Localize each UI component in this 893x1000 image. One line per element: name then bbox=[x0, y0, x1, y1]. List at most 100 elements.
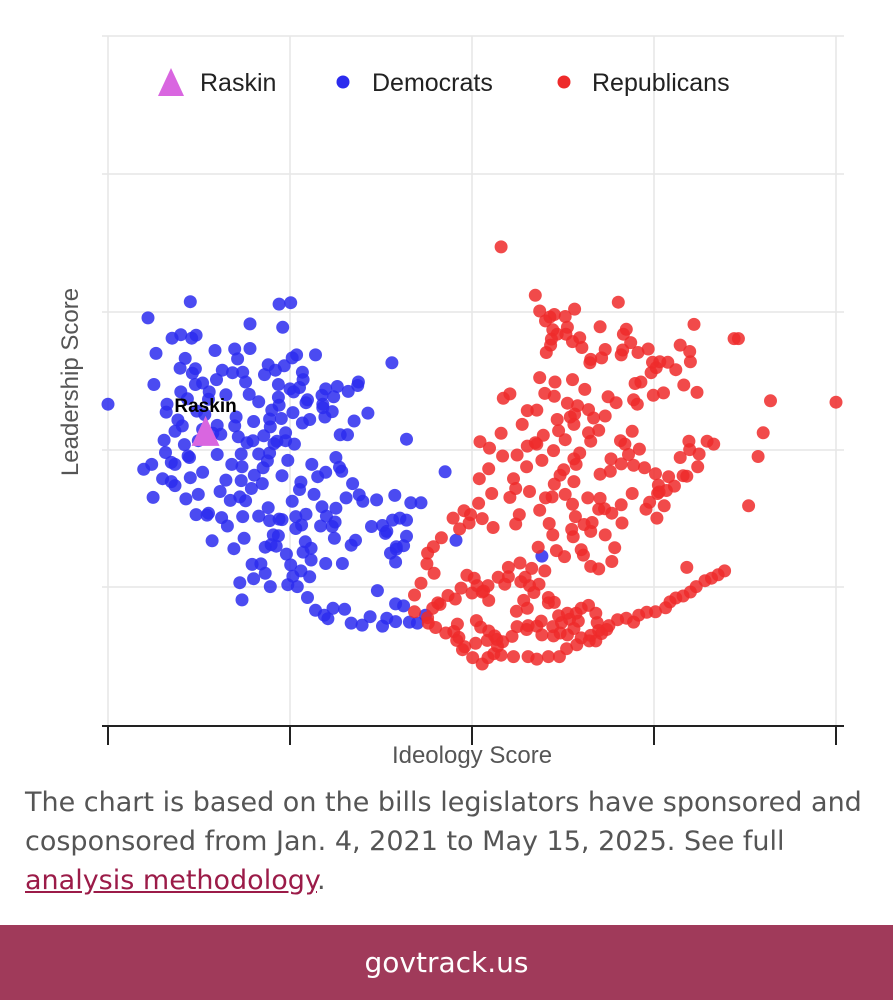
democrats-point-23 bbox=[330, 380, 344, 393]
republicans-point-94 bbox=[627, 458, 641, 472]
republicans-point-109 bbox=[680, 469, 694, 483]
republicans-point-144 bbox=[509, 517, 523, 531]
democrats-point-19 bbox=[284, 296, 298, 310]
democrats-point-135 bbox=[301, 591, 314, 604]
republicans-point-278 bbox=[632, 442, 646, 456]
legend-democrats-dot-icon bbox=[336, 75, 350, 89]
republicans-point-198 bbox=[510, 620, 524, 634]
democrats-point-189 bbox=[202, 506, 215, 520]
analysis-methodology-link[interactable]: analysis methodology bbox=[25, 865, 317, 896]
republicans-point-126 bbox=[598, 528, 612, 542]
democrats-point-208 bbox=[341, 384, 355, 398]
republicans-point-227 bbox=[441, 589, 455, 602]
democrats-point-118 bbox=[307, 487, 321, 501]
democrats-point-125 bbox=[284, 558, 298, 572]
republicans-point-3 bbox=[727, 332, 741, 346]
republicans-point-164 bbox=[501, 560, 515, 574]
democrats-point-226 bbox=[160, 397, 174, 411]
republicans-point-275 bbox=[593, 491, 607, 505]
x-axis-title: Ideology Score bbox=[392, 742, 552, 769]
democrats-point-146 bbox=[389, 615, 403, 629]
democrats-point-73 bbox=[303, 413, 317, 426]
republicans-point-122 bbox=[566, 530, 580, 544]
democrats-point-18 bbox=[272, 297, 286, 311]
republicans-point-152 bbox=[421, 546, 435, 560]
republicans-point-132 bbox=[574, 543, 588, 557]
democrats-point-210 bbox=[295, 365, 309, 379]
democrats-point-148 bbox=[410, 616, 424, 630]
republicans-point-82 bbox=[569, 457, 583, 471]
republicans-point-145 bbox=[486, 521, 500, 534]
republicans-point-15 bbox=[641, 342, 655, 356]
republicans-point-120 bbox=[568, 510, 582, 524]
democrats-point-0 bbox=[101, 397, 115, 411]
democrats-point-184 bbox=[258, 540, 272, 554]
republicans-point-45 bbox=[644, 366, 658, 380]
democrats-point-1 bbox=[141, 311, 155, 325]
democrats-point-37 bbox=[252, 395, 266, 409]
democrats-point-228 bbox=[183, 451, 196, 464]
democrats-point-238 bbox=[271, 390, 285, 404]
republicans-point-95 bbox=[638, 461, 651, 475]
democrats-point-230 bbox=[438, 465, 452, 479]
democrats-point-86 bbox=[213, 485, 227, 498]
republicans-point-295 bbox=[582, 403, 595, 417]
democrats-point-237 bbox=[287, 385, 301, 399]
republicans-point-32 bbox=[560, 320, 574, 334]
democrats-point-169 bbox=[286, 569, 300, 583]
republicans-point-281 bbox=[520, 460, 534, 474]
democrats-point-11 bbox=[173, 361, 187, 375]
republicans-point-148 bbox=[453, 522, 467, 536]
democrats-point-82 bbox=[244, 482, 258, 495]
republicans-point-51 bbox=[657, 386, 670, 400]
republicans-point-117 bbox=[592, 502, 606, 516]
democrats-point-139 bbox=[321, 612, 335, 626]
republicans-point-180 bbox=[546, 620, 560, 634]
democrats-point-39 bbox=[239, 375, 253, 389]
democrats-point-205 bbox=[274, 412, 288, 425]
democrats-point-194 bbox=[146, 490, 160, 504]
republicans-point-286 bbox=[457, 504, 471, 518]
democrats-point-204 bbox=[267, 437, 281, 451]
republicans-point-61 bbox=[496, 391, 510, 405]
democrats-point-187 bbox=[220, 519, 234, 533]
republicans-point-290 bbox=[510, 448, 524, 462]
republicans-point-125 bbox=[584, 524, 598, 538]
democrats-point-188 bbox=[205, 534, 219, 548]
republicans-point-249 bbox=[592, 624, 606, 637]
democrats-point-130 bbox=[327, 531, 341, 545]
scatter-chart: Raskin Raskin Democrats Republicans Ideo… bbox=[57, 35, 844, 769]
republicans-point-39 bbox=[547, 308, 561, 321]
democrats-point-174 bbox=[305, 457, 319, 471]
republicans-point-197 bbox=[488, 629, 502, 643]
democrats-point-61 bbox=[234, 447, 248, 461]
republicans-point-53 bbox=[601, 390, 615, 404]
republicans-point-38 bbox=[528, 288, 542, 302]
democrats-point-179 bbox=[329, 501, 343, 515]
republicans-point-291 bbox=[473, 435, 487, 449]
footer-site-name[interactable]: govtrack.us bbox=[364, 946, 529, 979]
democrats-point-173 bbox=[275, 469, 289, 483]
democrats-point-164 bbox=[235, 593, 249, 607]
democrats-point-127 bbox=[304, 553, 318, 567]
democrats-point-182 bbox=[298, 535, 312, 549]
republicans-point-46 bbox=[653, 355, 667, 369]
democrats-point-6 bbox=[183, 295, 197, 309]
republicans-point-54 bbox=[578, 382, 592, 396]
democrats-point-141 bbox=[344, 616, 358, 630]
democrats-point-38 bbox=[242, 387, 256, 401]
republicans-point-150 bbox=[434, 531, 448, 545]
democrats-point-140 bbox=[338, 602, 352, 616]
republicans-point-50 bbox=[690, 385, 704, 399]
democrats-point-15 bbox=[231, 352, 245, 366]
democrats-point-17 bbox=[243, 317, 257, 331]
democrats-point-211 bbox=[277, 359, 291, 373]
democrats-point-197 bbox=[177, 438, 191, 452]
republicans-point-276 bbox=[603, 464, 617, 478]
republicans-point-256 bbox=[649, 605, 662, 619]
republicans-point-167 bbox=[538, 564, 552, 578]
republicans-point-149 bbox=[446, 511, 460, 525]
republicans-point-4 bbox=[687, 317, 701, 331]
democrats-point-101 bbox=[339, 491, 353, 505]
republicans-point-269 bbox=[742, 499, 756, 513]
